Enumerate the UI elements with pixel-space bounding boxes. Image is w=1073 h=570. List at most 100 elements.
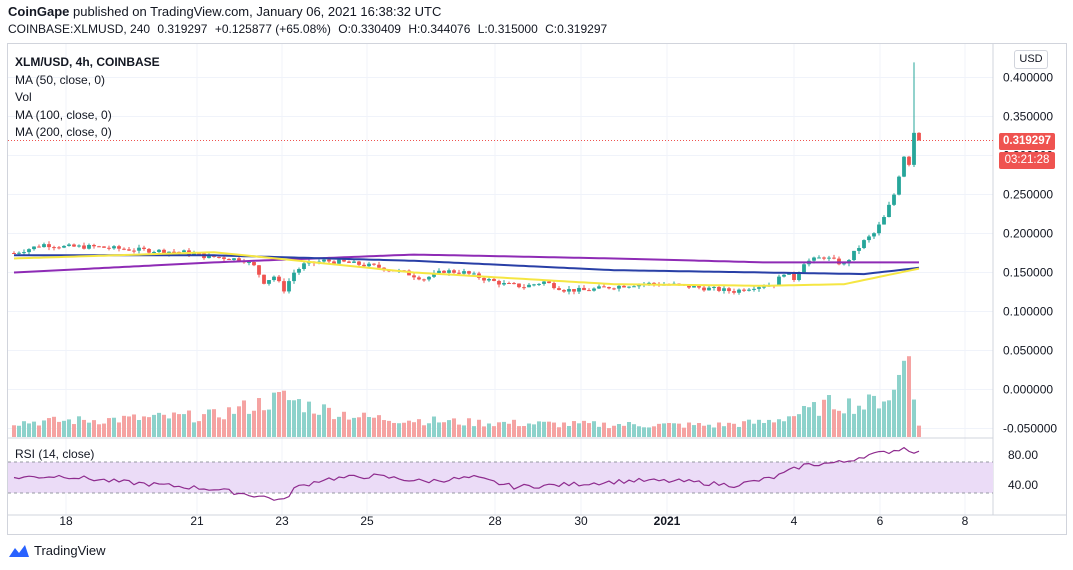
volume-bar — [42, 420, 46, 437]
rsi-band — [8, 462, 993, 493]
volume-bar — [547, 421, 551, 437]
volume-bar — [302, 412, 306, 437]
candle-body — [342, 259, 346, 262]
volume-bar — [317, 414, 321, 437]
candle-body — [507, 283, 511, 285]
candle-body — [232, 258, 236, 260]
candle-body — [692, 286, 696, 288]
candle-body — [687, 284, 691, 288]
price-change: +0.125877 (+65.08%) — [214, 22, 331, 36]
candle-body — [802, 264, 806, 273]
candle-body — [737, 289, 741, 293]
candle-body — [817, 257, 821, 259]
volume-bar — [242, 400, 246, 437]
footer-brand-text: TradingView — [34, 543, 106, 558]
time-tick-label: 25 — [360, 514, 374, 528]
volume-bar — [672, 423, 676, 437]
legend-ma50[interactable]: MA (50, close, 0) — [15, 72, 106, 87]
tradingview-logo-icon — [9, 544, 29, 557]
volume-bar — [647, 427, 651, 437]
volume-bar — [642, 427, 646, 437]
candle-body — [147, 248, 151, 253]
volume-bar — [132, 414, 136, 437]
candle-body — [862, 240, 866, 249]
legend-vol[interactable]: Vol — [15, 90, 32, 104]
candle-body — [27, 249, 31, 253]
candle-body — [727, 288, 731, 292]
candle-body — [907, 156, 911, 165]
volume-bar — [467, 418, 471, 437]
candle-body — [127, 249, 131, 251]
candle-body — [877, 224, 881, 234]
price-tick-label: 0.250000 — [1003, 188, 1053, 202]
candle-body — [97, 246, 101, 248]
candle-body — [357, 261, 361, 265]
candle-body — [227, 258, 231, 260]
legend-ma200[interactable]: MA (200, close, 0) — [15, 125, 112, 139]
footer-brand[interactable]: TradingView — [8, 543, 106, 558]
candle-body — [762, 286, 766, 288]
volume-bar — [122, 415, 126, 437]
candle-body — [67, 244, 71, 246]
chart-frame[interactable] — [7, 43, 1067, 535]
candle-body — [427, 276, 431, 280]
candle-body — [487, 278, 491, 281]
moving-averages — [13, 251, 920, 287]
candle-body — [617, 285, 621, 289]
volume-bar — [262, 410, 266, 437]
volume-bar — [812, 402, 816, 437]
volume-bar — [367, 417, 371, 437]
volume-bar — [197, 421, 201, 437]
candle-body — [897, 176, 901, 195]
volume-bar — [432, 416, 436, 437]
volume-bar — [252, 410, 256, 437]
volume-bar — [362, 412, 366, 437]
volume-bar — [127, 416, 131, 437]
volume-bar — [537, 421, 541, 437]
volume-bar — [702, 425, 706, 437]
volume-bar — [492, 426, 496, 437]
candle-body — [157, 249, 161, 252]
candle-body — [787, 273, 791, 275]
candle-body — [552, 283, 556, 289]
volume-bar — [677, 423, 681, 437]
candle-body — [562, 290, 566, 292]
volume-bar — [852, 413, 856, 437]
volume-bar — [637, 426, 641, 437]
volume-bar — [722, 426, 726, 437]
indicator-legend[interactable]: XLM/USD, 4h, COINBASE MA (50, close, 0) … — [15, 54, 160, 142]
currency-button[interactable]: USD — [1014, 50, 1048, 69]
volume-bar — [372, 417, 376, 437]
rsi-label[interactable]: RSI (14, close) — [15, 447, 95, 461]
candle-body — [572, 289, 576, 292]
volume-bar — [652, 426, 656, 437]
volume-bar — [632, 424, 636, 437]
candle-body — [462, 271, 466, 274]
candle-body — [22, 252, 26, 254]
volume-bar — [707, 424, 711, 437]
candle-body — [117, 246, 121, 249]
candle-body — [272, 276, 276, 281]
candle-body — [902, 156, 906, 177]
volume-bar — [522, 426, 526, 437]
volume-bar — [427, 423, 431, 437]
volume-bar — [447, 420, 451, 437]
volume-bar — [892, 389, 896, 437]
candle-body — [217, 256, 221, 258]
candle-body — [182, 250, 186, 253]
candle-body — [377, 264, 381, 268]
price-tick-label: 0.200000 — [1003, 227, 1053, 241]
volume-bar — [152, 414, 156, 437]
candle-body — [647, 282, 651, 284]
rsi-tick-label: 40.00 — [1008, 478, 1038, 492]
volume-bar — [107, 418, 111, 437]
candle-body — [112, 246, 116, 249]
candle-body — [502, 283, 506, 285]
legend-ma100[interactable]: MA (100, close, 0) — [15, 107, 112, 122]
volume-bar — [32, 421, 36, 437]
candle-body — [347, 261, 351, 263]
candle-body — [492, 278, 496, 281]
volume-bar — [512, 419, 516, 437]
candle-body — [582, 287, 586, 291]
